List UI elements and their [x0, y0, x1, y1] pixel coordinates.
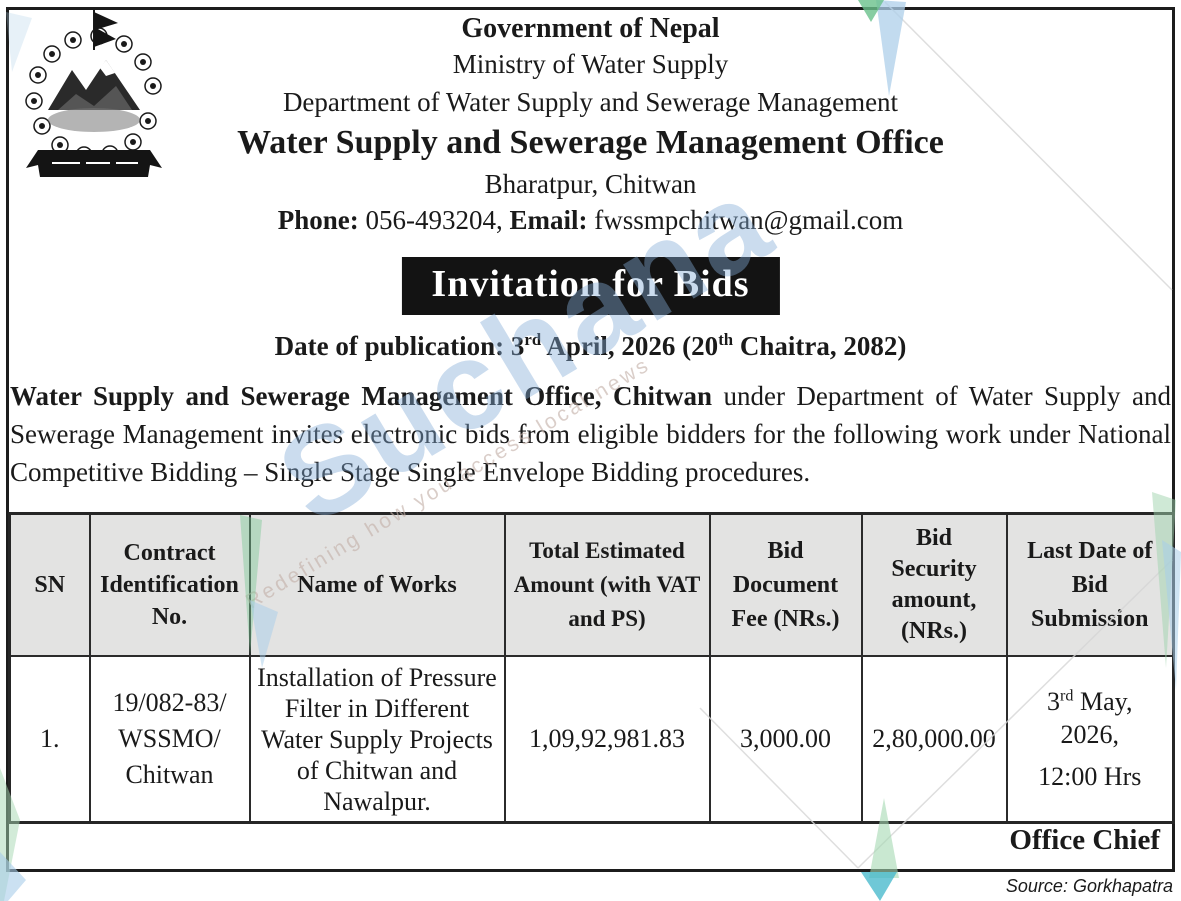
cell-contract-id: 19/082-83/ WSSMO/ Chitwan — [88, 655, 251, 824]
publication-date: Date of publication: 3rd April, 2026 (20… — [0, 331, 1181, 362]
body-paragraph: Water Supply and Sewerage Management Off… — [10, 377, 1171, 491]
last-date-month: May, — [1073, 687, 1133, 716]
last-date-day: 3 — [1047, 687, 1061, 716]
org-country: Government of Nepal — [461, 13, 720, 44]
org-department: Department of Water Supply and Sewerage … — [282, 87, 899, 117]
invitation-banner: Invitation for Bids — [401, 257, 780, 315]
org-office-name: Water Supply and Sewerage Management Off… — [237, 124, 944, 161]
table-header-row: SN Contract Identification No. Name of W… — [8, 512, 1175, 657]
table-row: 1. 19/082-83/ WSSMO/ Chitwan Installatio… — [8, 655, 1175, 824]
col-header-document-fee: Bid Document Fee (NRs.) — [708, 512, 863, 657]
cell-document-fee: 3,000.00 — [708, 655, 863, 824]
source-attribution: Source: Gorkhapatra — [1005, 876, 1173, 896]
body-rest: under Department of Water Supply and Sew… — [10, 381, 1171, 487]
contact-line: Phone: 056-493204, Email: fwssmpchitwan@… — [0, 205, 1181, 236]
last-date-time: 12:00 Hrs — [1038, 762, 1142, 791]
col-header-name-of-works: Name of Works — [248, 512, 506, 657]
pubdate-mid: April, 2026 (20 — [541, 331, 719, 361]
pubdate-ordinal-1: rd — [524, 330, 542, 349]
last-date-year: 2026, — [1060, 720, 1120, 749]
col-header-bid-security: Bid Security amount, (NRs.) — [860, 512, 1008, 657]
pubdate-suffix: Chaitra, 2082) — [733, 331, 907, 361]
col-header-sn: SN — [8, 512, 91, 657]
body-lead-bold: Water Supply and Sewerage Management Off… — [10, 381, 712, 411]
org-location: Bharatpur, Chitwan — [484, 169, 697, 199]
col-header-estimated-amount: Total Estimated Amount (with VAT and PS) — [503, 512, 711, 657]
cell-last-date: 3rd May, 2026, 12:00 Hrs — [1005, 655, 1175, 824]
notice-border — [6, 7, 1175, 872]
email-value: fwssmpchitwan@gmail.com — [587, 205, 904, 235]
cell-bid-security: 2,80,000.00 — [860, 655, 1008, 824]
phone-value: 056-493204, — [358, 205, 510, 235]
pubdate-prefix: Date of publication: 3 — [274, 331, 525, 361]
org-ministry: Ministry of Water Supply — [452, 49, 729, 79]
email-label: Email: — [509, 205, 588, 235]
office-chief-signature: Office Chief — [1009, 824, 1160, 856]
bid-table: SN Contract Identification No. Name of W… — [8, 512, 1175, 824]
cell-estimated-amount: 1,09,92,981.83 — [503, 655, 711, 824]
phone-label: Phone: — [277, 205, 359, 235]
cell-name-of-works: Installation of Pressure Filter in Diffe… — [248, 655, 506, 824]
col-header-contract-id: Contract Identification No. — [88, 512, 251, 657]
col-header-last-date: Last Date of Bid Submission — [1005, 512, 1175, 657]
nepal-emblem-icon — [25, 10, 162, 177]
cell-sn: 1. — [8, 655, 91, 824]
pubdate-ordinal-2: th — [718, 330, 734, 349]
last-date-ordinal: rd — [1060, 687, 1074, 705]
